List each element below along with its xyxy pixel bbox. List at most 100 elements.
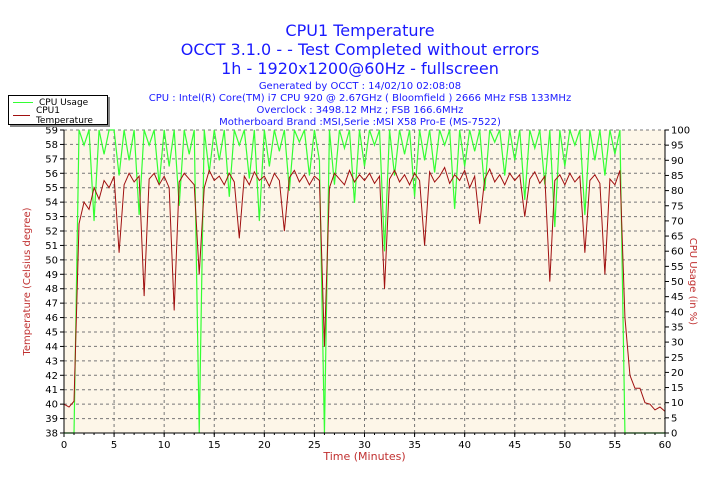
point-cpu1-temperature (108, 187, 110, 189)
point-cpu1-temperature (629, 374, 631, 376)
point-cpu-usage (594, 160, 596, 161)
point-cpu1-temperature (284, 230, 285, 232)
point-cpu-usage (178, 205, 180, 207)
tick-label-x: 50 (558, 440, 571, 451)
point-cpu-usage (249, 178, 250, 179)
tick-label-right: 60 (671, 247, 684, 258)
point-cpu1-temperature (474, 175, 475, 177)
tick-label-left: 57 (45, 154, 58, 165)
tick-label-left: 55 (45, 183, 58, 194)
point-cpu1-temperature (279, 180, 280, 181)
point-cpu-usage (464, 166, 465, 167)
point-cpu-usage (434, 172, 435, 173)
tick-label-right: 65 (671, 232, 684, 243)
point-cpu-usage (203, 129, 205, 131)
point-cpu-usage (509, 129, 511, 131)
point-cpu-usage (208, 172, 210, 173)
point-cpu1-temperature (459, 180, 460, 181)
tick-label-right: 100 (671, 126, 690, 137)
point-cpu-usage (454, 208, 455, 210)
legend-swatch-temperature (13, 115, 30, 116)
tick-label-right: 0 (671, 429, 677, 440)
point-cpu-usage (269, 166, 270, 167)
point-cpu-usage (339, 129, 340, 131)
point-cpu1-temperature (559, 174, 561, 176)
point-cpu1-temperature (479, 223, 480, 225)
point-cpu-usage (173, 129, 175, 131)
tick-label-left: 44 (45, 342, 58, 353)
chart-title: CPU1 Temperature (285, 21, 435, 40)
point-cpu-usage (259, 220, 260, 222)
point-cpu-usage (233, 129, 235, 131)
point-cpu1-temperature (399, 181, 400, 183)
point-cpu-usage (254, 129, 255, 131)
point-cpu-usage (304, 129, 305, 131)
tick-label-left: 46 (45, 313, 58, 324)
y-axis-label-right: CPU Usage (in %) (687, 238, 698, 326)
point-cpu1-temperature (203, 187, 205, 189)
tick-label-right: 35 (671, 322, 684, 333)
point-cpu1-temperature (193, 184, 195, 186)
legend-label-usage: CPU Usage (39, 97, 89, 108)
point-cpu-usage (349, 129, 350, 131)
tick-label-left: 52 (45, 227, 58, 238)
tick-label-right: 15 (671, 383, 684, 394)
point-cpu-usage (579, 129, 581, 131)
point-cpu-usage (314, 129, 315, 131)
point-cpu1-temperature (594, 174, 596, 176)
tick-label-x: 40 (458, 440, 471, 451)
point-cpu1-temperature (504, 184, 506, 186)
point-cpu1-temperature (173, 310, 175, 311)
point-cpu1-temperature (324, 346, 325, 347)
point-cpu1-temperature (223, 184, 225, 186)
point-cpu1-temperature (158, 184, 160, 186)
point-cpu1-temperature (619, 170, 621, 171)
point-cpu-usage (228, 196, 230, 197)
point-cpu-usage (609, 129, 611, 131)
point-cpu-usage (544, 184, 546, 185)
tick-label-left: 45 (45, 328, 58, 339)
tick-label-left: 54 (45, 198, 58, 209)
point-cpu-usage (429, 129, 430, 131)
tick-label-left: 59 (45, 126, 58, 137)
tick-label-left: 49 (45, 270, 58, 281)
point-cpu1-temperature (569, 172, 571, 174)
tick-label-left: 48 (45, 284, 58, 295)
tick-label-x: 10 (158, 440, 171, 451)
tick-label-x: 25 (308, 440, 321, 451)
point-cpu1-temperature (544, 175, 546, 177)
point-cpu-usage (499, 129, 501, 131)
point-cpu-usage (294, 129, 295, 131)
tick-label-left: 53 (45, 212, 58, 223)
point-cpu-usage (329, 129, 330, 131)
point-cpu-usage (519, 129, 521, 131)
point-cpu1-temperature (604, 273, 606, 275)
point-cpu-usage (359, 129, 360, 131)
point-cpu1-temperature (419, 180, 420, 181)
point-cpu-usage (238, 144, 240, 146)
point-cpu1-temperature (249, 184, 250, 186)
tick-label-right: 30 (671, 338, 684, 349)
point-cpu-usage (564, 166, 566, 167)
tick-label-left: 56 (45, 169, 58, 180)
point-cpu1-temperature (68, 406, 70, 408)
point-cpu-usage (344, 147, 345, 149)
point-cpu-usage (559, 129, 561, 131)
point-cpu-usage (574, 144, 576, 146)
point-cpu1-temperature (334, 172, 335, 174)
point-cpu-usage (83, 144, 85, 146)
tick-label-x: 45 (508, 440, 521, 451)
point-cpu-usage (424, 160, 425, 161)
point-cpu1-temperature (113, 175, 115, 177)
point-cpu1-temperature (574, 181, 576, 183)
tick-label-left: 47 (45, 299, 58, 310)
info-motherboard: Motherboard Brand :MSI,Serie :MSI X58 Pr… (219, 117, 501, 128)
point-cpu1-temperature (73, 400, 75, 402)
point-cpu1-temperature (584, 252, 586, 253)
legend-label-temperature: CPU1 Temperature (35, 105, 93, 126)
point-cpu-usage (534, 147, 536, 149)
point-cpu1-temperature (299, 181, 300, 183)
point-cpu1-temperature (359, 174, 360, 176)
tick-label-x: 60 (659, 440, 672, 451)
point-cpu-usage (148, 144, 150, 146)
